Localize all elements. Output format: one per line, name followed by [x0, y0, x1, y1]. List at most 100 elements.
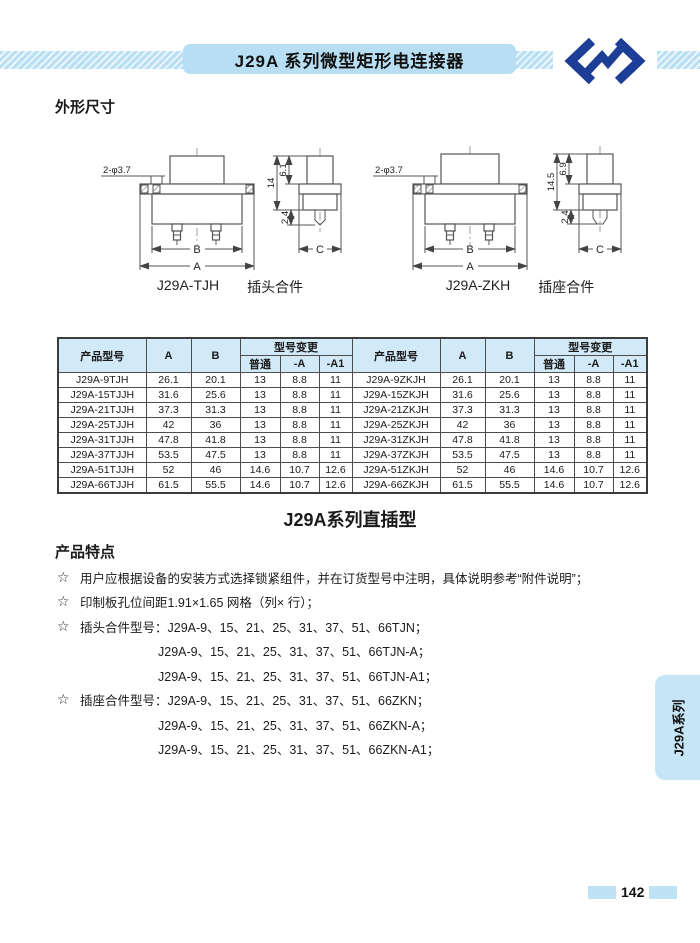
table-cell: 8.8	[573, 402, 614, 418]
table-cell: 36	[484, 417, 535, 433]
section-heading-series: J29A系列直插型	[283, 510, 417, 530]
table-cell: J29A-15TJJH	[57, 387, 147, 403]
table-cell: 10.7	[279, 477, 320, 494]
table-cell: 37.3	[439, 402, 486, 418]
table-cell: J29A-31ZKJH	[351, 432, 441, 448]
col-header-normal: 普通	[533, 355, 575, 373]
table-cell: 8.8	[279, 447, 320, 463]
table-cell: 26.1	[145, 372, 192, 388]
table-subheader-row: 普通 -A -A1 普通 -A -A1	[58, 355, 648, 373]
table-row: J29A-25TJJH 42 36 13 8.8 11 J29A-25ZKJH 42 36 13 8…	[57, 417, 648, 433]
dim-label-total: 14.5	[546, 173, 557, 192]
plug-side-view: 6.1 14 2.4 C	[266, 148, 342, 256]
table-cell: 12.6	[318, 477, 353, 494]
table-cell: 13	[533, 387, 575, 403]
table-cell: J29A-51TJJH	[57, 462, 147, 478]
table-cell: 37.3	[145, 402, 192, 418]
table-cell: J29A-37TJJH	[57, 447, 147, 463]
table-cell: 13	[533, 402, 575, 418]
table-cell: J29A-9ZKJH	[351, 372, 441, 388]
feature-item: ☆ 插头合件型号：J29A-9、15、21、25、31、37、51、66TJN；	[57, 614, 669, 639]
col-header-model: 产品型号	[57, 337, 147, 373]
table-cell: 14.6	[239, 477, 281, 494]
feature-text: 插头合件型号：J29A-9、15、21、25、31、37、51、66TJN；	[80, 620, 428, 635]
table-cell: J29A-37ZKJH	[351, 447, 441, 463]
table-cell: 13	[239, 402, 281, 418]
table-row: J29A-37TJJH 53.5 47.5 13 8.8 11 J29A-37ZKJH 53.…	[57, 447, 648, 463]
plug-front-view: 2-φ3.7 B A	[101, 148, 255, 273]
table-cell: 41.8	[190, 432, 241, 448]
table-cell: 52	[439, 462, 486, 478]
table-cell: 8.8	[279, 372, 320, 388]
table-row: J29A-31TJJH 47.8 41.8 13 8.8 11 J29A-31ZKJH 47.…	[57, 432, 648, 448]
page-title: J29A 系列微型矩形电连接器	[183, 44, 516, 74]
table-cell: 31.3	[484, 402, 535, 418]
col-header-b: B	[190, 337, 241, 373]
dimensions-table: 产品型号 A B 型号变更 产品型号 A B 型号变更 普通 -A -A1 普通…	[57, 337, 649, 494]
table-row: J29A-15TJJH 31.6 25.6 13 8.8 11 J29A-15ZKJH 31.…	[57, 387, 648, 403]
table-cell: 11	[612, 447, 648, 463]
table-row: J29A-66TJJH 61.5 55.5 14.6 10.7 12.6 J29A-66ZK…	[57, 477, 648, 494]
star-icon: ☆	[57, 568, 70, 585]
dim-label-b: B	[193, 244, 200, 256]
feature-item-continuation: J29A-9、15、21、25、31、37、51、66ZKN-A；	[57, 712, 669, 737]
table-cell: 8.8	[573, 447, 614, 463]
table-cell: 11	[318, 387, 353, 403]
caption-plug-name: 插头合件	[247, 279, 304, 295]
feature-item: ☆ 插座合件型号：J29A-9、15、21、25、31、37、51、66ZKN；	[57, 688, 669, 713]
table-cell: 42	[439, 417, 486, 433]
col-header-normal: 普通	[239, 355, 281, 373]
table-cell: 11	[612, 372, 648, 388]
table-cell: J29A-9TJH	[57, 372, 147, 388]
table-cell: 11	[612, 402, 648, 418]
table-cell: 13	[239, 372, 281, 388]
table-cell: 11	[318, 402, 353, 418]
feature-text: 印制板孔位间距1.91×1.65 网格（列× 行）；	[80, 596, 319, 611]
dim-label-hole: 2-φ3.7	[103, 165, 131, 176]
socket-side-view: 6.9 14.5 2.4 C	[546, 146, 622, 256]
table-cell: 13	[533, 447, 575, 463]
table-cell: J29A-25TJJH	[57, 417, 147, 433]
dim-label-total: 14	[266, 178, 277, 189]
page-number: 142	[621, 884, 645, 900]
table-cell: 11	[318, 372, 353, 388]
table-cell: 12.6	[318, 462, 353, 478]
col-header-a: A	[439, 337, 486, 373]
table-cell: 8.8	[279, 387, 320, 403]
footer-right-block	[649, 885, 678, 899]
table-cell: 11	[612, 432, 648, 448]
brackets-zigzag-logo-icon	[564, 37, 646, 85]
table-row: J29A-51TJJH 52 46 14.6 10.7 12.6 J29A-51ZKJH 52…	[57, 462, 648, 478]
drawing-socket: 2-φ3.7 B A 6.9	[373, 146, 622, 273]
col-header-change: 型号变更	[533, 337, 648, 356]
side-tab-label: J29A系列	[671, 698, 686, 757]
col-header-a: A	[145, 337, 192, 373]
table-cell: 10.7	[573, 477, 614, 494]
feature-text: J29A-9、15、21、25、31、37、51、66TJN-A1；	[158, 669, 438, 684]
side-tab-series: J29A系列	[655, 675, 700, 780]
table-cell: 47.8	[145, 432, 192, 448]
table-cell: 13	[239, 387, 281, 403]
dim-label-bottom: 2.4	[280, 211, 291, 224]
dim-label-hole: 2-φ3.7	[375, 165, 403, 176]
table-cell: 8.8	[279, 402, 320, 418]
table-cell: 31.6	[145, 387, 192, 403]
feature-item: ☆ 印制板孔位间距1.91×1.65 网格（列× 行）；	[57, 590, 669, 615]
feature-text: 插座合件型号：J29A-9、15、21、25、31、37、51、66ZKN；	[80, 694, 430, 709]
table-cell: 11	[318, 432, 353, 448]
table-cell: 13	[239, 432, 281, 448]
table-cell: 41.8	[484, 432, 535, 448]
drawing-plug: 2-φ3.7 B A 6.1	[101, 148, 342, 273]
table-cell: 20.1	[190, 372, 241, 388]
table-cell: 11	[318, 447, 353, 463]
table-cell: 12.6	[612, 477, 648, 494]
table-cell: 8.8	[573, 372, 614, 388]
caption-plug-model: J29A-TJH	[156, 277, 220, 293]
footer-left-block	[588, 885, 616, 899]
table-cell: 53.5	[439, 447, 486, 463]
table-cell: J29A-21TJJH	[57, 402, 147, 418]
table-cell: J29A-25ZKJH	[351, 417, 441, 433]
table-cell: J29A-51ZKJH	[351, 462, 441, 478]
table-cell: J29A-31TJJH	[57, 432, 147, 448]
